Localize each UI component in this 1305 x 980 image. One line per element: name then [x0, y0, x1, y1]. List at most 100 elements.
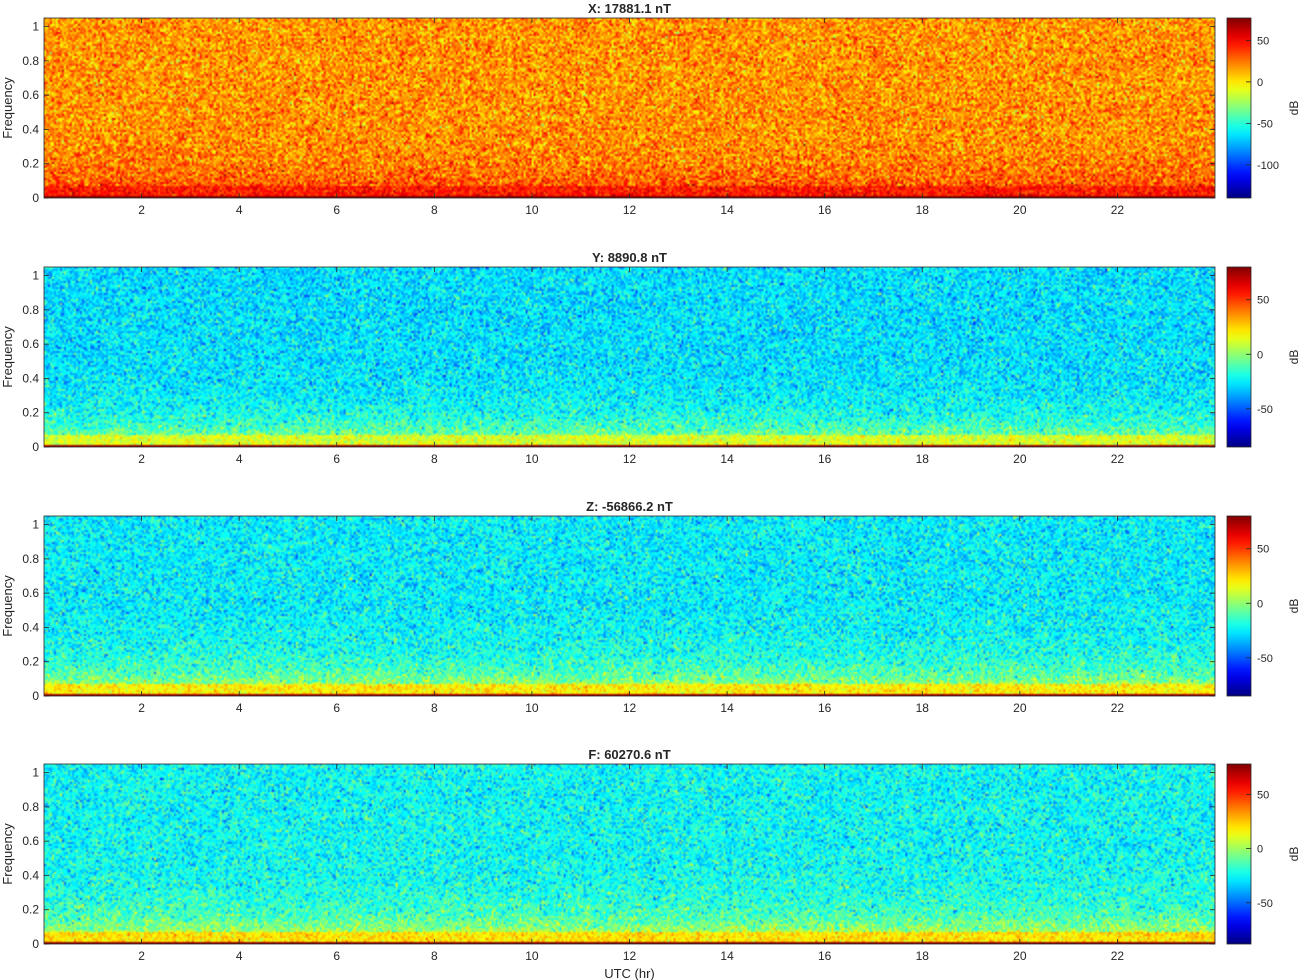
x-tick-label: 4: [236, 701, 243, 715]
y-tick-label: 0.6: [22, 88, 39, 102]
colorbar-label: dB: [1287, 101, 1301, 116]
x-tick-label: 22: [1111, 949, 1125, 963]
y-axis-label: Frequency: [0, 823, 15, 885]
x-tick-label: 18: [916, 452, 930, 466]
colorbar-tick-label: -50: [1257, 653, 1273, 665]
x-tick-label: 18: [916, 701, 930, 715]
x-tick-label: 2: [138, 949, 145, 963]
y-tick-label: 0.8: [22, 303, 39, 317]
y-tick-label: 0.8: [22, 54, 39, 68]
x-tick-label: 14: [720, 701, 734, 715]
x-tick-label: 6: [333, 452, 340, 466]
x-tick-label: 16: [818, 701, 832, 715]
spectrogram-panel-1: X: 17881.1 nT2 4 6 8 10 12 14 16 18 20 2200.20.40.…: [0, 1, 1301, 217]
x-tick-label: 22: [1111, 701, 1125, 715]
colorbar-tick-label: 0: [1257, 598, 1263, 610]
x-tick-label: 16: [818, 949, 832, 963]
spectrogram-image: [44, 516, 1215, 696]
colorbar-tick-label: 50: [1257, 295, 1269, 307]
y-tick-label: 0: [32, 689, 39, 703]
x-tick-label: 12: [623, 701, 637, 715]
colorbar-label: dB: [1287, 350, 1301, 365]
colorbar: -50 0 50 dB: [1226, 515, 1301, 697]
y-tick-label: 0.6: [22, 834, 39, 848]
colorbar-tick-label: -50: [1257, 404, 1273, 416]
x-tick-label: 10: [525, 452, 539, 466]
x-tick-label: 14: [720, 452, 734, 466]
x-tick-label: 22: [1111, 452, 1125, 466]
chart-title: Z: -56866.2 nT: [586, 499, 673, 514]
x-tick-label: 18: [916, 949, 930, 963]
x-tick-label: 2: [138, 701, 145, 715]
colorbar-tick-label: -50: [1257, 118, 1273, 130]
spectrogram-image: [44, 18, 1215, 198]
y-tick-label: 0: [32, 191, 39, 205]
spectrogram-image: [44, 764, 1215, 944]
colorbar-tick-label: 50: [1257, 544, 1269, 556]
colorbar-tick-label: 0: [1257, 77, 1263, 89]
x-axis-label: UTC (hr): [604, 966, 655, 980]
colorbar-label: dB: [1287, 599, 1301, 614]
colorbar-tick-label: 50: [1257, 35, 1269, 47]
y-tick-label: 0.2: [22, 655, 39, 669]
x-tick-label: 14: [720, 949, 734, 963]
y-tick-label: 1: [32, 269, 39, 283]
y-tick-label: 0.4: [22, 122, 39, 136]
y-tick-label: 0: [32, 937, 39, 951]
spectrogram-panel-4: F: 60270.6 nT2 4 6 8 10 12 14 16 18 20 2200.20.40.…: [0, 747, 1301, 980]
colorbar-label: dB: [1287, 847, 1301, 862]
x-tick-label: 22: [1111, 203, 1125, 217]
x-tick-label: 14: [720, 203, 734, 217]
x-tick-label: 16: [818, 452, 832, 466]
chart-title: Y: 8890.8 nT: [592, 250, 667, 265]
colorbar: -50 0 50 dB: [1226, 266, 1301, 448]
y-tick-label: 0.2: [22, 406, 39, 420]
colorbar-gradient: [1226, 515, 1252, 697]
y-tick-label: 0.2: [22, 903, 39, 917]
x-tick-label: 8: [431, 452, 438, 466]
x-tick-label: 4: [236, 452, 243, 466]
colorbar-gradient: [1226, 266, 1252, 448]
colorbar-tick-label: 0: [1257, 349, 1263, 361]
y-tick-label: 1: [32, 766, 39, 780]
y-axis-label: Frequency: [0, 326, 15, 388]
x-tick-label: 20: [1013, 949, 1027, 963]
x-tick-label: 12: [623, 949, 637, 963]
y-tick-label: 0.6: [22, 586, 39, 600]
colorbar-tick-label: 50: [1257, 789, 1269, 801]
colorbar-gradient: [1226, 17, 1252, 199]
x-tick-label: 6: [333, 701, 340, 715]
x-tick-label: 8: [431, 203, 438, 217]
x-tick-label: 10: [525, 949, 539, 963]
y-tick-label: 0.2: [22, 157, 39, 171]
x-tick-label: 16: [818, 203, 832, 217]
x-tick-label: 20: [1013, 701, 1027, 715]
colorbar: -50 0 50 dB: [1226, 763, 1301, 945]
spectrogram-panel-2: Y: 8890.8 nT2 4 6 8 10 12 14 16 18 20 2200.20.40.6…: [0, 250, 1301, 466]
y-tick-label: 0.4: [22, 371, 39, 385]
y-tick-label: 0.4: [22, 620, 39, 634]
x-tick-label: 10: [525, 701, 539, 715]
y-tick-label: 1: [32, 20, 39, 34]
colorbar-gradient: [1226, 763, 1252, 945]
x-tick-label: 2: [138, 452, 145, 466]
spectrogram-panel-3: Z: -56866.2 nT2 4 6 8 10 12 14 16 18 20 2200.20.40…: [0, 499, 1301, 715]
spectrogram-image: [44, 267, 1215, 447]
x-tick-label: 20: [1013, 203, 1027, 217]
x-tick-label: 18: [916, 203, 930, 217]
y-tick-label: 0.8: [22, 552, 39, 566]
colorbar-tick-label: -100: [1257, 160, 1279, 172]
x-tick-label: 4: [236, 949, 243, 963]
x-tick-label: 20: [1013, 452, 1027, 466]
y-tick-label: 0: [32, 440, 39, 454]
x-tick-label: 10: [525, 203, 539, 217]
x-tick-label: 6: [333, 203, 340, 217]
colorbar: -100 -50 0 50 dB: [1226, 17, 1301, 199]
x-tick-label: 12: [623, 203, 637, 217]
x-tick-label: 4: [236, 203, 243, 217]
colorbar-tick-label: -50: [1257, 898, 1273, 910]
y-tick-label: 1: [32, 518, 39, 532]
chart-title: F: 60270.6 nT: [588, 747, 670, 762]
x-tick-label: 8: [431, 949, 438, 963]
